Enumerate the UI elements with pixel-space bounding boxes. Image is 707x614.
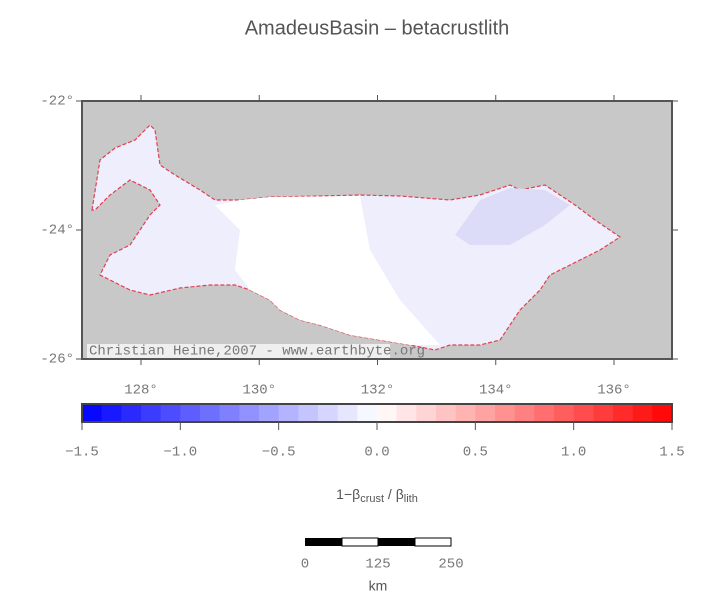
colorbar-tick-label: 0.0 xyxy=(364,445,389,461)
lon-tick-label: 130° xyxy=(242,383,276,399)
colorbar-cell xyxy=(416,405,437,421)
credit-bg xyxy=(87,344,390,358)
colorbar-cell xyxy=(632,405,653,421)
colorbar-tick-label: −1.0 xyxy=(164,445,198,461)
colorbar-cell xyxy=(318,405,339,421)
scale-seg xyxy=(414,537,452,547)
colorbar-label: 1−βcrust / βlith xyxy=(336,486,418,505)
colorbar-cell xyxy=(495,405,516,421)
colorbar-cell xyxy=(554,405,575,421)
colorbar-cell xyxy=(377,405,398,421)
label-part: / β xyxy=(384,486,404,502)
scale-tick-label: 250 xyxy=(438,557,463,573)
lat-tick-label: -24° xyxy=(40,223,74,239)
colorbar-cell xyxy=(219,405,240,421)
colorbar-cell xyxy=(200,405,221,421)
colorbar-cell xyxy=(298,405,319,421)
scale-seg xyxy=(305,538,342,546)
lon-tick-label: 132° xyxy=(361,383,395,399)
colorbar-cell xyxy=(475,405,496,421)
colorbar-cell xyxy=(337,405,358,421)
colorbar-cell xyxy=(160,405,181,421)
colorbar-cell xyxy=(259,405,280,421)
scale-tick-label: 125 xyxy=(365,557,390,573)
scale-seg xyxy=(341,537,379,547)
label-part: 1−β xyxy=(336,486,360,502)
credit: Christian Heine,2007 - www.earthbyte.org xyxy=(89,344,425,360)
title: AmadeusBasin – betacrustlith xyxy=(245,17,510,39)
colorbar-cell xyxy=(357,405,378,421)
scale-seg xyxy=(378,538,415,546)
lon-tick-label: 134° xyxy=(479,383,513,399)
basin-zero-zone xyxy=(215,196,440,345)
colorbar-cell xyxy=(514,405,535,421)
colorbar-cell xyxy=(593,405,614,421)
colorbar-cell xyxy=(613,405,634,421)
colorbar-cell xyxy=(534,405,555,421)
colorbar-cell xyxy=(82,405,103,421)
colorbar-cell xyxy=(652,405,673,421)
colorbar-tick-label: 1.5 xyxy=(659,445,684,461)
colorbar-cell xyxy=(278,405,299,421)
colorbar-cell xyxy=(239,405,260,421)
colorbar-tick-label: 1.0 xyxy=(561,445,586,461)
colorbar-tick-label: −1.5 xyxy=(65,445,99,461)
scale-tick-label: 0 xyxy=(301,557,309,573)
colorbar-cell xyxy=(573,405,594,421)
colorbar-cell xyxy=(101,405,122,421)
label-sub: crust xyxy=(360,493,384,505)
colorbar-cell xyxy=(121,405,142,421)
label-sub: lith xyxy=(404,493,418,505)
colorbar-cell xyxy=(180,405,201,421)
basin-high-zone xyxy=(455,188,570,245)
colorbar-cell xyxy=(455,405,476,421)
colorbar-cell xyxy=(141,405,162,421)
lon-tick-label: 136° xyxy=(597,383,631,399)
colorbar-cell xyxy=(396,405,417,421)
lat-tick-label: -22° xyxy=(40,94,74,110)
scale-unit: km xyxy=(369,578,388,594)
lon-tick-label: 128° xyxy=(124,383,158,399)
colorbar-cell xyxy=(436,405,457,421)
colorbar-tick-label: −0.5 xyxy=(262,445,296,461)
colorbar-tick-label: 0.5 xyxy=(463,445,488,461)
lat-tick-label: -26° xyxy=(40,352,74,368)
